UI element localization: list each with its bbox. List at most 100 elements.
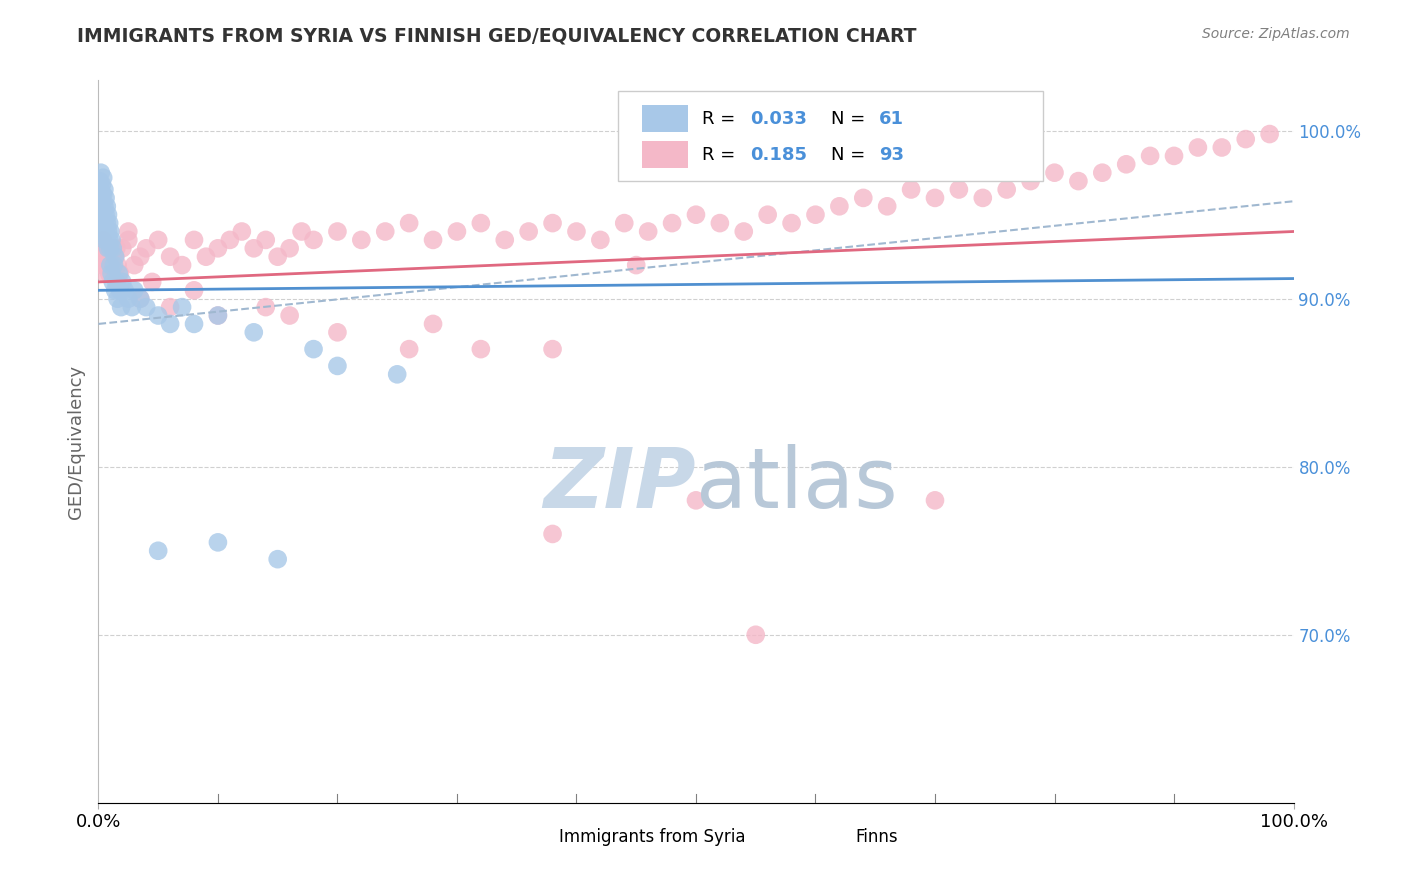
Point [94,267,117,281]
Point [385,368,409,382]
Point [98,241,122,255]
Point [541,216,564,230]
Point [745,628,768,642]
Point [96,233,118,247]
Point [231,225,253,239]
FancyBboxPatch shape [797,827,841,848]
Point [517,225,540,239]
Point [613,216,636,230]
Text: R =: R = [702,145,741,164]
Point [141,275,163,289]
Text: Immigrants from Syria: Immigrants from Syria [558,829,745,847]
Point [94,208,117,222]
Point [90,250,112,264]
Point [97,208,120,222]
Point [129,250,152,264]
Y-axis label: GED/Equivalency: GED/Equivalency [66,365,84,518]
Point [91,178,114,192]
Point [1139,149,1161,163]
Point [924,493,946,508]
Point [93,241,115,255]
Point [541,527,564,541]
Point [159,317,181,331]
FancyBboxPatch shape [619,91,1043,181]
Point [96,258,118,272]
Point [100,267,122,281]
Point [207,309,229,323]
Point [121,300,143,314]
Point [107,258,129,272]
Point [637,225,659,239]
Point [1115,157,1137,171]
Point [89,241,111,255]
Point [278,309,301,323]
Point [104,250,127,264]
Point [110,300,132,314]
Point [685,208,707,222]
Point [129,292,152,306]
Point [326,225,349,239]
Point [93,182,115,196]
Point [972,191,994,205]
Point [1067,174,1090,188]
Point [98,258,122,272]
Point [96,199,118,213]
Point [852,191,875,205]
Point [111,241,134,255]
Point [98,258,122,272]
Point [1043,166,1066,180]
Point [804,208,827,222]
Point [828,199,851,213]
Point [924,191,946,205]
Point [108,267,131,281]
Point [98,258,122,272]
Point [94,191,117,205]
Point [91,233,114,247]
Point [93,199,115,213]
Point [93,233,115,247]
Point [108,283,131,297]
Text: Finns: Finns [855,829,897,847]
Point [117,292,139,306]
Point [89,174,111,188]
Text: IMMIGRANTS FROM SYRIA VS FINNISH GED/EQUIVALENCY CORRELATION CHART: IMMIGRANTS FROM SYRIA VS FINNISH GED/EQU… [77,27,917,45]
Point [107,267,129,281]
Point [98,225,122,239]
Point [91,204,114,219]
Point [105,275,128,289]
Text: ZIP: ZIP [543,444,696,525]
Point [105,241,128,255]
Point [422,317,444,331]
Point [117,233,139,247]
Point [107,292,129,306]
Text: atlas: atlas [696,444,897,525]
Point [948,182,970,196]
Point [207,241,229,255]
Text: N =: N = [831,110,870,128]
Point [756,208,779,222]
Point [89,191,111,205]
Point [470,342,492,356]
Point [94,225,117,239]
Point [1258,127,1281,141]
Point [374,225,396,239]
Point [117,225,139,239]
Point [91,170,114,185]
Text: R =: R = [702,110,741,128]
Point [626,258,648,272]
Point [183,283,205,297]
Text: N =: N = [831,145,870,164]
Point [254,300,277,314]
Point [96,216,118,230]
Point [422,233,444,247]
Point [124,283,146,297]
Point [243,326,266,340]
Point [148,233,170,247]
Point [91,187,114,202]
Point [661,216,683,230]
Text: 61: 61 [879,110,904,128]
Point [1211,140,1233,154]
Point [1234,132,1257,146]
Point [98,267,121,281]
Point [183,317,205,331]
